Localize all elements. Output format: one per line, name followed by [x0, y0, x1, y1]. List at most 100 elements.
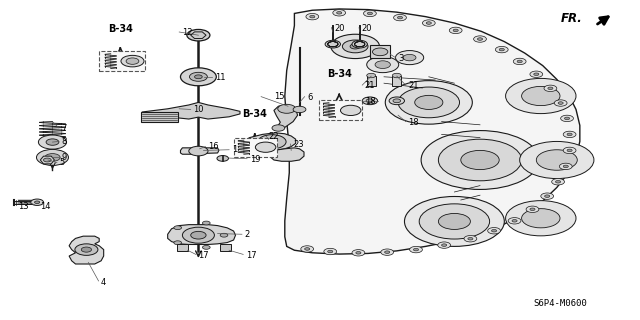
Circle shape: [404, 196, 504, 246]
Circle shape: [258, 135, 286, 149]
Circle shape: [366, 99, 374, 103]
Bar: [177, 244, 188, 251]
Circle shape: [121, 55, 144, 67]
Text: 11: 11: [215, 73, 225, 82]
Text: 19: 19: [250, 155, 260, 164]
Circle shape: [352, 250, 365, 256]
Circle shape: [191, 231, 206, 239]
Circle shape: [81, 247, 92, 252]
Circle shape: [438, 213, 470, 229]
Text: S6P4-M0600: S6P4-M0600: [534, 299, 588, 308]
Circle shape: [174, 241, 182, 245]
Circle shape: [45, 154, 60, 161]
Circle shape: [126, 58, 139, 64]
Circle shape: [517, 60, 522, 63]
Bar: [367, 76, 376, 86]
Circle shape: [438, 139, 522, 181]
Circle shape: [520, 141, 594, 179]
Circle shape: [512, 220, 517, 222]
Text: B-34: B-34: [243, 109, 267, 119]
Text: FR.: FR.: [561, 12, 582, 25]
Text: 3: 3: [398, 54, 403, 63]
Bar: [220, 244, 231, 251]
Circle shape: [426, 22, 431, 24]
Circle shape: [36, 149, 68, 165]
Text: 17: 17: [246, 251, 257, 260]
Circle shape: [46, 139, 59, 145]
Circle shape: [541, 193, 554, 199]
Circle shape: [561, 115, 573, 122]
Polygon shape: [191, 32, 206, 38]
Circle shape: [189, 146, 208, 156]
Text: 21: 21: [408, 81, 419, 90]
Polygon shape: [142, 102, 240, 119]
Circle shape: [558, 102, 563, 104]
Circle shape: [474, 36, 486, 42]
Circle shape: [389, 97, 404, 105]
Circle shape: [367, 73, 376, 78]
Bar: [14, 201, 32, 204]
Circle shape: [513, 58, 526, 65]
Text: 4: 4: [101, 278, 106, 287]
Polygon shape: [168, 225, 236, 244]
Circle shape: [328, 250, 333, 253]
Circle shape: [526, 206, 539, 212]
Circle shape: [419, 204, 490, 239]
Circle shape: [554, 100, 567, 106]
Circle shape: [31, 199, 44, 205]
Circle shape: [255, 142, 276, 152]
Circle shape: [499, 48, 504, 51]
Circle shape: [410, 246, 422, 253]
Text: 13: 13: [18, 202, 29, 211]
Circle shape: [195, 75, 202, 79]
Circle shape: [367, 57, 399, 73]
Circle shape: [461, 150, 499, 170]
Polygon shape: [285, 9, 580, 254]
Circle shape: [530, 208, 535, 211]
Circle shape: [293, 106, 306, 113]
Circle shape: [508, 218, 521, 224]
Text: 18: 18: [408, 118, 419, 127]
Circle shape: [488, 228, 500, 234]
Circle shape: [367, 12, 372, 15]
Text: 12: 12: [182, 28, 192, 37]
Bar: [99, 51, 145, 71]
Circle shape: [337, 12, 342, 14]
Circle shape: [38, 135, 67, 149]
Text: 20: 20: [334, 24, 344, 33]
Circle shape: [356, 252, 361, 254]
Circle shape: [464, 236, 477, 242]
Circle shape: [324, 248, 337, 255]
Circle shape: [352, 40, 367, 48]
Circle shape: [530, 71, 543, 77]
Text: 17: 17: [198, 251, 209, 260]
Circle shape: [217, 156, 228, 161]
Circle shape: [398, 87, 460, 118]
Circle shape: [306, 13, 319, 20]
Circle shape: [559, 163, 572, 170]
Text: 9: 9: [61, 153, 67, 162]
Circle shape: [564, 117, 570, 120]
Text: 2: 2: [244, 230, 250, 239]
Circle shape: [453, 29, 458, 32]
Circle shape: [477, 38, 483, 40]
Polygon shape: [244, 133, 296, 150]
Text: 15: 15: [274, 92, 284, 101]
Text: 8: 8: [61, 137, 67, 146]
Circle shape: [362, 97, 378, 105]
Circle shape: [449, 27, 462, 34]
Bar: [319, 100, 362, 120]
Circle shape: [422, 20, 435, 26]
Polygon shape: [69, 236, 104, 264]
Bar: [370, 45, 390, 58]
Circle shape: [522, 209, 560, 228]
Circle shape: [375, 61, 390, 68]
Circle shape: [364, 10, 376, 17]
Text: 7: 7: [61, 124, 67, 133]
Circle shape: [403, 54, 416, 61]
Text: 1: 1: [232, 145, 237, 154]
Circle shape: [563, 165, 568, 168]
Circle shape: [545, 195, 550, 197]
Bar: [141, 112, 178, 122]
Circle shape: [556, 180, 561, 183]
